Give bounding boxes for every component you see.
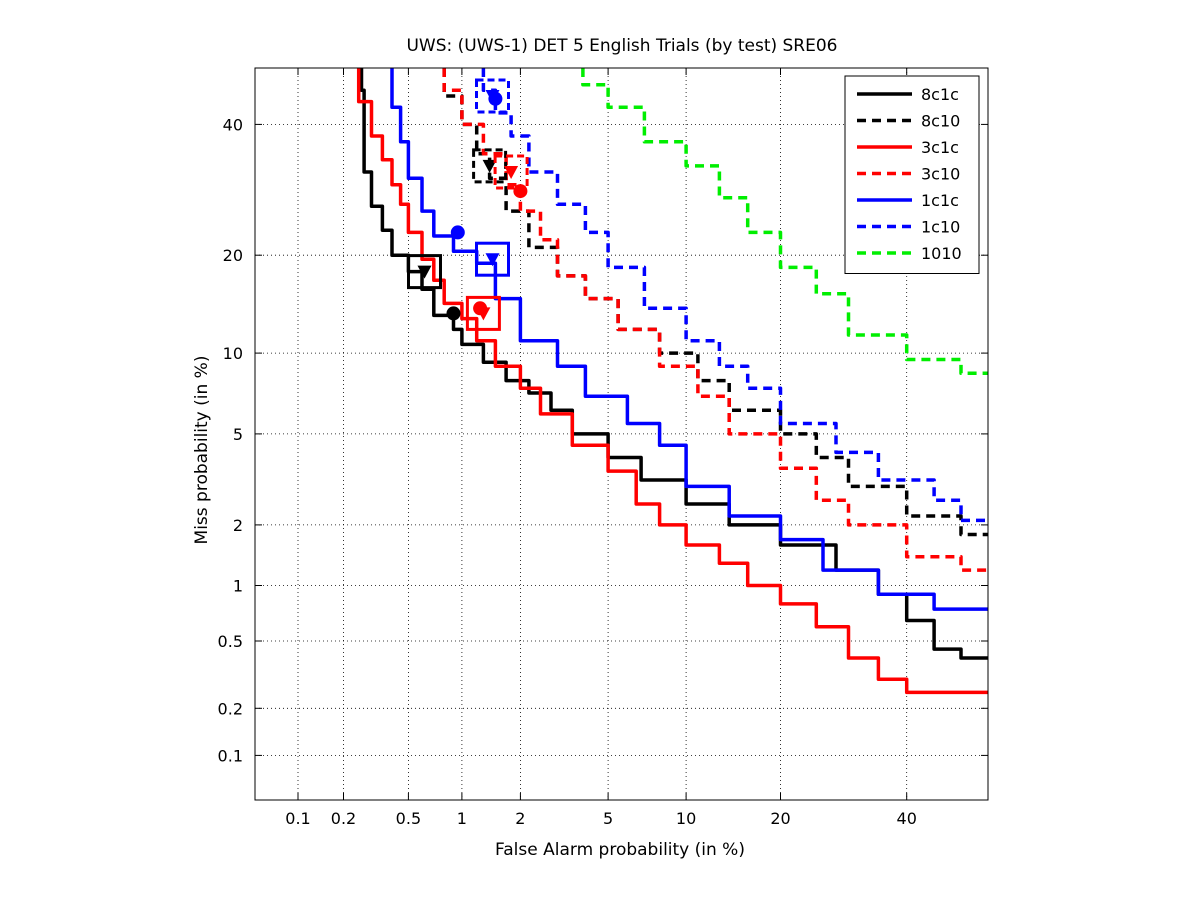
y-axis-label: Miss probability (in %) — [192, 356, 212, 545]
legend-label: 3c1c — [921, 138, 959, 157]
legend-label: 8c1c — [921, 85, 959, 104]
x-tick-label: 0.5 — [396, 809, 421, 828]
y-tick-label: 20 — [223, 246, 243, 265]
legend-label: 3c10 — [921, 165, 960, 184]
y-tick-label: 10 — [223, 344, 243, 363]
x-axis-label: False Alarm probability (in %) — [495, 840, 745, 860]
x-tick-label: 0.1 — [285, 809, 310, 828]
legend-label: 1010 — [921, 244, 962, 263]
x-tick-label: 0.2 — [331, 809, 356, 828]
legend: 8c1c 8c10 3c1c 3c10 1c1c 1c10 1010 — [844, 75, 980, 274]
y-tick-label: 0.2 — [218, 699, 243, 718]
y-tick-label: 5 — [233, 425, 243, 444]
y-tick-label: 2 — [233, 516, 243, 535]
series-lines — [356, 68, 988, 695]
actual-decision-triangle-1c1c — [485, 253, 500, 267]
x-axis-ticks: 0.1 0.2 0.5 1 2 5 10 20 40 — [285, 68, 917, 828]
legend-label: 8c10 — [921, 112, 960, 131]
actual-decision-box-1c10 — [475, 78, 510, 114]
actual-decision-box-3c1c — [465, 295, 501, 331]
series-line-3c10 — [442, 68, 988, 572]
min-dcf-point-3c1c — [473, 301, 488, 316]
actual-decision-triangle-8c10 — [482, 159, 497, 173]
legend-label: 1c10 — [921, 218, 960, 237]
x-tick-label: 2 — [515, 809, 525, 828]
x-tick-label: 40 — [897, 809, 917, 828]
actual-decision-box-8c10 — [472, 148, 508, 184]
min-dcf-point-8c1c — [446, 306, 461, 321]
y-tick-label: 1 — [233, 577, 243, 596]
y-axis-ticks: 0.1 0.2 0.5 1 2 5 10 20 40 — [218, 115, 988, 765]
actual-decision-box-8c1c — [407, 254, 442, 290]
actual-decision-box-1c1c — [475, 241, 510, 277]
x-tick-label: 10 — [676, 809, 696, 828]
actual-decision-box-3c10 — [493, 154, 529, 190]
y-tick-label: 0.5 — [218, 632, 243, 651]
min-dcf-point-1c10 — [488, 91, 503, 106]
x-tick-label: 1 — [457, 809, 467, 828]
operating-point-markers — [407, 78, 529, 331]
actual-decision-triangle-3c10 — [504, 166, 519, 179]
legend-box — [844, 75, 980, 274]
x-tick-label: 5 — [603, 809, 613, 828]
min-dcf-point-1c1c — [450, 225, 465, 240]
y-tick-label: 40 — [223, 115, 243, 134]
actual-decision-triangle-8c1c — [417, 265, 432, 279]
x-tick-label: 20 — [770, 809, 790, 828]
legend-label: 1c1c — [921, 191, 959, 210]
y-tick-label: 0.1 — [218, 746, 243, 765]
series-line-1c10 — [481, 68, 988, 523]
chart-title: UWS: (UWS-1) DET 5 English Trials (by te… — [406, 36, 837, 56]
series-line-1c1c — [390, 68, 988, 611]
series-line-3c1c — [356, 68, 988, 695]
min-dcf-point-3c10 — [513, 184, 528, 199]
